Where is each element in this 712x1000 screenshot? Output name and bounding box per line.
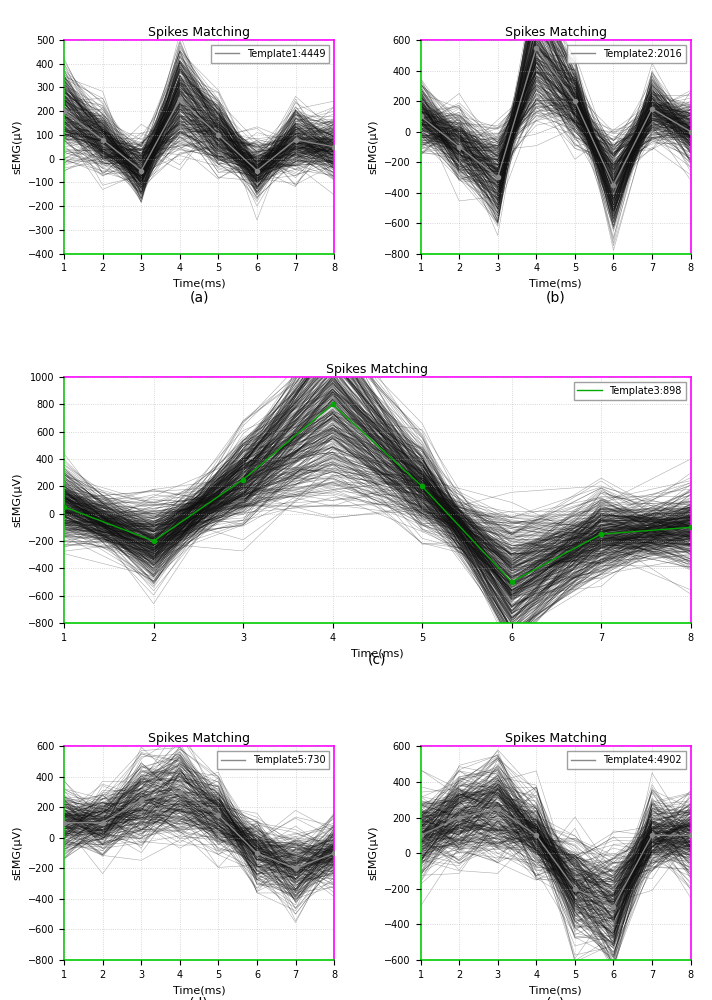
Text: (a): (a) xyxy=(189,290,209,304)
Y-axis label: sEMG(μV): sEMG(μV) xyxy=(12,826,22,880)
Title: Spikes Matching: Spikes Matching xyxy=(505,26,607,39)
Title: Spikes Matching: Spikes Matching xyxy=(326,363,429,376)
Title: Spikes Matching: Spikes Matching xyxy=(148,26,250,39)
Legend: Template2:2016: Template2:2016 xyxy=(567,45,686,63)
X-axis label: Time(ms): Time(ms) xyxy=(351,648,404,658)
Legend: Template4:4902: Template4:4902 xyxy=(567,751,686,769)
Legend: Template5:730: Template5:730 xyxy=(216,751,329,769)
Legend: Template1:4449: Template1:4449 xyxy=(211,45,329,63)
Y-axis label: sEMG(μV): sEMG(μV) xyxy=(12,120,22,174)
Y-axis label: sEMG(μV): sEMG(μV) xyxy=(369,120,379,174)
Legend: Template3:898: Template3:898 xyxy=(574,382,686,400)
Text: (b): (b) xyxy=(545,290,565,304)
Text: (c): (c) xyxy=(368,652,387,666)
Y-axis label: sEMG(μV): sEMG(μV) xyxy=(12,473,22,527)
Title: Spikes Matching: Spikes Matching xyxy=(148,732,250,745)
Y-axis label: sEMG(μV): sEMG(μV) xyxy=(369,826,379,880)
X-axis label: Time(ms): Time(ms) xyxy=(529,985,582,995)
Title: Spikes Matching: Spikes Matching xyxy=(505,732,607,745)
Text: (d): (d) xyxy=(189,996,209,1000)
Text: (e): (e) xyxy=(546,996,565,1000)
X-axis label: Time(ms): Time(ms) xyxy=(529,279,582,289)
X-axis label: Time(ms): Time(ms) xyxy=(173,279,226,289)
X-axis label: Time(ms): Time(ms) xyxy=(173,985,226,995)
